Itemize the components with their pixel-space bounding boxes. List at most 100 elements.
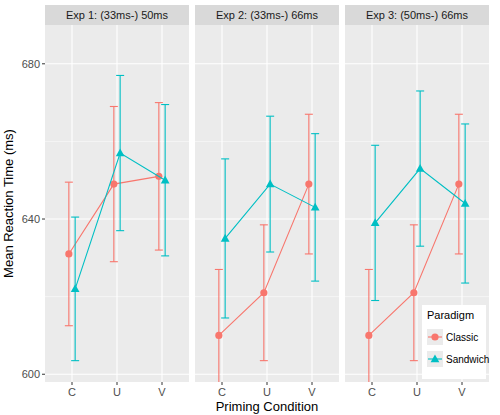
error-bar [461, 124, 469, 283]
y-tick-label: 640 [22, 213, 40, 225]
legend-title: Paradigm [427, 309, 474, 321]
error-bar [410, 225, 418, 361]
point [410, 289, 417, 296]
error-cap [416, 246, 424, 247]
error-cap [110, 261, 118, 262]
legend-marker [431, 333, 438, 340]
plot-area [215, 114, 320, 382]
x-tick-label: U [113, 386, 121, 398]
point [161, 176, 170, 184]
error-bar [221, 159, 229, 318]
x-tick [72, 382, 73, 385]
error-cap [455, 114, 463, 115]
error-cap [305, 114, 313, 115]
error-stem [218, 269, 219, 382]
panel-title: Exp 1: (33ms-) 50ms [66, 9, 169, 21]
panel [45, 25, 189, 382]
error-cap [65, 325, 73, 326]
error-bar [371, 145, 379, 300]
error-bar [65, 182, 73, 326]
error-cap [410, 224, 418, 225]
point [461, 199, 470, 207]
error-bar [311, 134, 319, 281]
grid-line-x [116, 25, 117, 382]
legend-key [427, 329, 443, 345]
x-tick [162, 382, 163, 385]
point [221, 234, 230, 242]
point [65, 250, 72, 257]
error-cap [215, 269, 223, 270]
plot-area [65, 75, 170, 360]
point [215, 332, 222, 339]
x-tick [312, 382, 313, 385]
error-cap [305, 253, 313, 254]
error-cap [161, 255, 169, 256]
strip [45, 5, 189, 25]
point [71, 284, 80, 292]
error-cap [65, 182, 73, 183]
x-tick [267, 382, 268, 385]
error-cap [71, 360, 79, 361]
y-tick-label: 680 [22, 58, 40, 70]
error-bar [266, 116, 274, 252]
grid-line-x [71, 25, 72, 382]
grid-line-x [371, 25, 372, 382]
error-cap [461, 123, 469, 124]
error-cap [455, 253, 463, 254]
legend: ParadigmClassicSandwich [422, 305, 489, 379]
strip [345, 5, 489, 25]
error-cap [371, 145, 379, 146]
error-cap [260, 224, 268, 225]
x-tick-label: C [218, 386, 226, 398]
y-axis-title: Mean Reaction Time (ms) [1, 129, 16, 278]
x-axis-title: Priming Condition [216, 399, 319, 414]
error-cap [461, 282, 469, 283]
error-cap [221, 317, 229, 318]
error-cap [410, 360, 418, 361]
error-bar [365, 269, 373, 382]
error-bar [305, 114, 313, 254]
chart: Exp 1: (33ms-) 50ms600640680Mean Reactio… [0, 0, 500, 415]
x-tick-label: C [68, 386, 76, 398]
x-tick [462, 382, 463, 385]
point [266, 180, 275, 188]
point [305, 180, 312, 187]
error-cap [416, 90, 424, 91]
error-cap [371, 300, 379, 301]
error-cap [110, 106, 118, 107]
error-cap [116, 75, 124, 76]
legend-marker [431, 354, 440, 362]
error-bar [416, 91, 424, 246]
x-tick-label: V [308, 386, 316, 398]
x-tick [372, 382, 373, 385]
legend-label: Sandwich [446, 354, 489, 365]
point [110, 180, 117, 187]
error-cap [311, 281, 319, 282]
background [0, 0, 500, 415]
grid-line-x [311, 25, 312, 382]
error-cap [260, 360, 268, 361]
legend-box [422, 305, 486, 379]
point [365, 332, 372, 339]
x-tick [222, 382, 223, 385]
error-bar [215, 269, 223, 382]
error-stem [368, 269, 369, 382]
x-tick-label: U [263, 386, 271, 398]
error-bar [71, 217, 79, 361]
x-tick [417, 382, 418, 385]
x-tick-label: V [158, 386, 166, 398]
error-cap [71, 217, 79, 218]
error-cap [365, 269, 373, 270]
error-cap [266, 116, 274, 117]
grid-line-x [266, 25, 267, 382]
error-cap [311, 133, 319, 134]
point [371, 218, 380, 226]
y-tick [42, 63, 45, 64]
y-tick [42, 374, 45, 375]
x-tick-label: C [368, 386, 376, 398]
strip [195, 5, 339, 25]
grid-line-x [221, 25, 222, 382]
error-bar [110, 106, 118, 261]
legend-key [427, 351, 443, 367]
grid-line-x [161, 25, 162, 382]
